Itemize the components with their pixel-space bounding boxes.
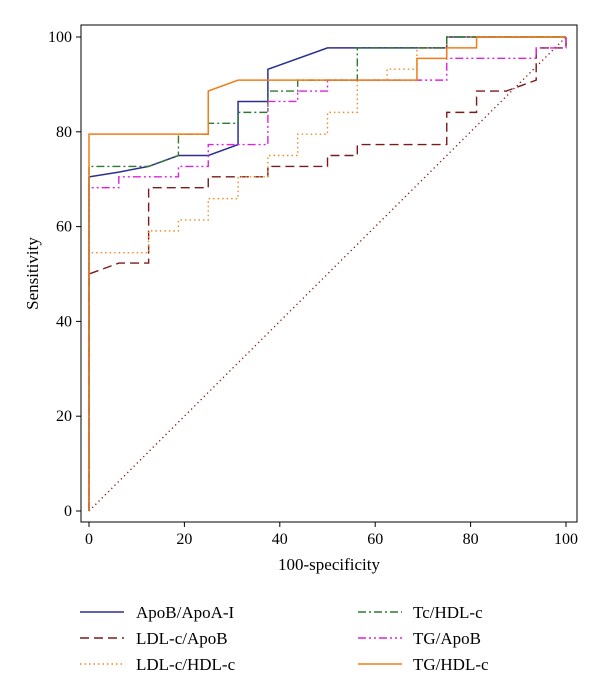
legend-label: ApoB/ApoA-I <box>136 603 235 622</box>
legend-label: LDL-c/HDL-c <box>136 655 236 674</box>
reference-diagonal <box>88 36 567 512</box>
x-axis-title: 100-specificity <box>278 555 380 574</box>
x-tick-label: 60 <box>367 531 383 548</box>
y-axis: 0 20 40 60 80 100 <box>48 29 81 520</box>
series-line-tg-apob <box>88 37 567 511</box>
y-tick-label: 80 <box>56 124 72 141</box>
legend-label: Tc/HDL-c <box>413 603 483 622</box>
x-tick-label: 20 <box>176 531 192 548</box>
legend: ApoB/ApoA-I LDL-c/ApoB LDL-c/HDL-c Tc/HDL-c… <box>80 603 489 674</box>
series-line-ldl-c-apob <box>88 37 567 511</box>
x-tick-label: 40 <box>272 531 288 548</box>
x-tick-label: 0 <box>85 531 93 548</box>
y-tick-label: 100 <box>48 29 72 46</box>
series-layer <box>88 36 567 511</box>
y-tick-label: 40 <box>56 313 72 330</box>
y-tick-label: 0 <box>64 503 72 520</box>
y-tick-label: 20 <box>56 408 72 425</box>
series-line-tg-hdl-c <box>88 36 566 511</box>
x-tick-label: 100 <box>554 531 578 548</box>
legend-label: TG/HDL-c <box>413 655 489 674</box>
plot-frame <box>80 24 578 523</box>
x-tick-label: 80 <box>463 531 479 548</box>
reference-layer <box>88 36 567 512</box>
series-line-tc-hdl-c <box>88 36 566 511</box>
y-tick-label: 60 <box>56 219 72 236</box>
y-axis-title: Sensitivity <box>23 237 42 310</box>
legend-label: TG/ApoB <box>413 629 481 648</box>
x-axis: 0 20 40 60 80 100 <box>85 522 578 548</box>
legend-label: LDL-c/ApoB <box>136 629 228 648</box>
